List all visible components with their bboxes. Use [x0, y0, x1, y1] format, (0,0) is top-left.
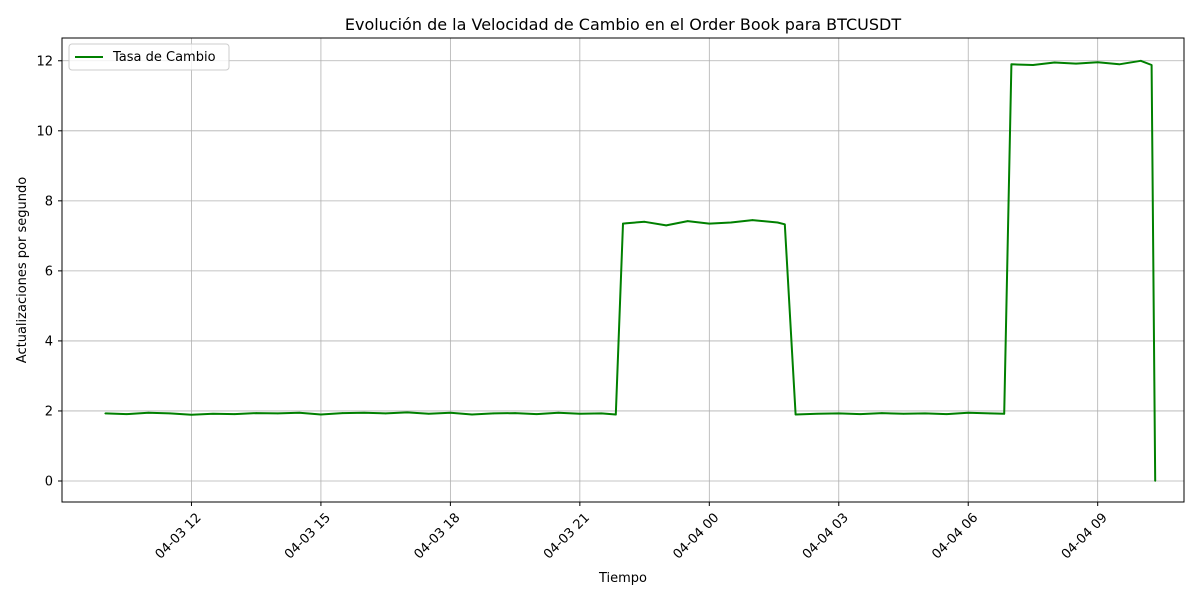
legend: Tasa de Cambio [68, 43, 230, 71]
x-tick-label: 04-03 18 [411, 510, 463, 562]
data-point [535, 413, 538, 415]
data-point [665, 224, 667, 227]
data-point [471, 413, 473, 416]
data-point [579, 413, 581, 415]
data-point [643, 221, 646, 223]
x-tick-label: 04-03 15 [282, 510, 334, 562]
data-point [1075, 62, 1077, 65]
data-point [1154, 480, 1156, 482]
data-point [277, 412, 279, 415]
data-point [125, 413, 128, 415]
data-point [751, 219, 754, 221]
y-tick-label: 0 [45, 474, 53, 489]
data-point [1003, 413, 1005, 415]
data-point [625, 222, 628, 224]
data-point [1118, 63, 1121, 66]
data-point [859, 413, 862, 415]
data-point [708, 222, 711, 225]
data-point [233, 413, 236, 415]
data-point [320, 413, 322, 416]
data-point [514, 412, 516, 414]
data-point [924, 412, 926, 415]
data-point [881, 412, 883, 414]
y-tick-label: 8 [45, 194, 53, 209]
data-point [1150, 64, 1153, 66]
data-point [298, 411, 301, 414]
data-point [492, 412, 495, 415]
data-point [104, 412, 106, 415]
data-point [147, 411, 150, 414]
data-point [784, 223, 786, 226]
data-point [384, 412, 387, 415]
data-point [622, 222, 624, 225]
data-point [989, 412, 991, 415]
x-axis-label: Tiempo [598, 571, 647, 586]
data-point [838, 412, 840, 415]
x-tick-label: 04-04 09 [1059, 510, 1111, 562]
data-point [794, 413, 797, 416]
x-tick-label: 04-03 12 [153, 510, 205, 562]
plot-frame [61, 37, 1185, 503]
y-axis: 0 2 4 6 8 10 12 [36, 54, 62, 489]
y-tick-label: 10 [36, 124, 53, 139]
x-tick-label: 04-03 21 [541, 510, 593, 562]
data-point [902, 413, 905, 415]
data-point [1032, 64, 1034, 66]
data-point [816, 413, 818, 415]
grid [62, 38, 1184, 502]
series-layer [104, 59, 1157, 482]
data-point [1053, 61, 1056, 64]
data-point [212, 413, 214, 415]
chart-title: Evolución de la Velocidad de Cambio en e… [345, 15, 901, 34]
data-point [730, 221, 732, 224]
x-tick-label: 04-04 00 [670, 510, 722, 562]
y-tick-label: 4 [45, 334, 53, 349]
x-tick-label: 04-04 06 [929, 510, 981, 562]
data-point [428, 413, 430, 415]
data-point [169, 412, 171, 415]
y-tick-label: 2 [45, 404, 53, 419]
data-point [557, 411, 560, 414]
y-tick-label: 6 [45, 264, 53, 279]
y-tick-label: 12 [36, 54, 53, 69]
data-point [406, 411, 409, 414]
x-tick-label: 04-04 03 [800, 510, 852, 562]
data-point [686, 220, 689, 222]
data-point [600, 412, 603, 415]
x-axis: 04-03 12 04-03 15 04-03 18 04-03 21 04-04 00… [153, 502, 1111, 562]
data-point [1010, 63, 1013, 66]
y-axis-label: Actualizaciones por segundo [15, 177, 30, 363]
data-point [1096, 61, 1099, 63]
legend-box [68, 43, 230, 71]
data-point [967, 411, 969, 414]
data-point [945, 413, 948, 415]
data-point [449, 411, 452, 414]
data-point [255, 412, 257, 414]
data-point [341, 412, 344, 414]
data-point [1140, 60, 1142, 62]
data-point [190, 414, 193, 416]
legend-label: Tasa de Cambio [112, 50, 216, 65]
data-point [615, 413, 617, 416]
data-point [776, 221, 779, 224]
data-point [363, 411, 365, 414]
